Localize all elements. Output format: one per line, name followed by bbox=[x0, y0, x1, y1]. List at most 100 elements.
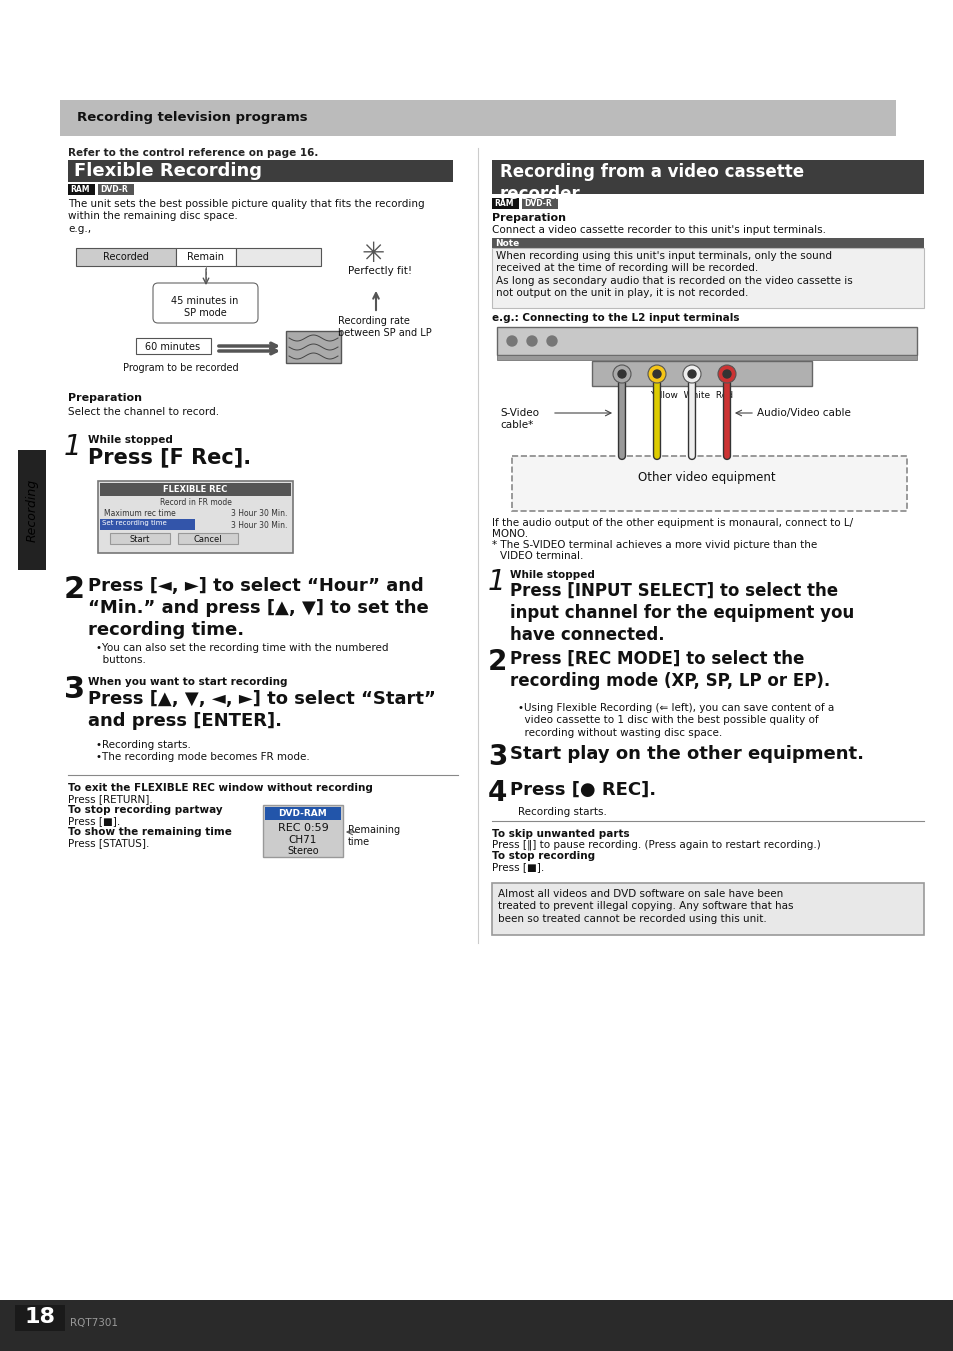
Text: Press [STATUS].: Press [STATUS]. bbox=[68, 838, 150, 848]
Text: Recording rate
between SP and LP: Recording rate between SP and LP bbox=[337, 316, 432, 338]
Bar bbox=[178, 534, 237, 544]
Text: 1: 1 bbox=[488, 567, 505, 596]
Text: REC 0:59: REC 0:59 bbox=[277, 823, 328, 834]
Bar bbox=[136, 338, 211, 354]
Bar bbox=[175, 249, 235, 266]
Text: Refer to the control reference on page 16.: Refer to the control reference on page 1… bbox=[68, 149, 318, 158]
Circle shape bbox=[546, 336, 557, 346]
Text: Preparation: Preparation bbox=[492, 213, 565, 223]
Text: Select the channel to record.: Select the channel to record. bbox=[68, 407, 219, 417]
Bar bbox=[521, 199, 558, 209]
Bar bbox=[492, 249, 923, 308]
Text: * The S-VIDEO terminal achieves a more vivid picture than the: * The S-VIDEO terminal achieves a more v… bbox=[492, 540, 817, 550]
Text: Recorded: Recorded bbox=[103, 253, 149, 262]
Circle shape bbox=[526, 336, 537, 346]
Text: Yellow  White  Red: Yellow White Red bbox=[650, 390, 733, 400]
Bar bbox=[592, 361, 811, 386]
Text: Press [● REC].: Press [● REC]. bbox=[510, 781, 656, 798]
Text: VIDEO terminal.: VIDEO terminal. bbox=[499, 551, 583, 561]
Bar bbox=[492, 238, 923, 249]
Text: RQT7301: RQT7301 bbox=[70, 1319, 118, 1328]
Text: Set recording time: Set recording time bbox=[102, 520, 167, 527]
Bar bbox=[492, 199, 518, 209]
Circle shape bbox=[618, 370, 625, 378]
Bar bbox=[492, 884, 923, 935]
Text: 1: 1 bbox=[64, 434, 82, 461]
Text: 2: 2 bbox=[64, 576, 85, 604]
Text: To skip unwanted parts: To skip unwanted parts bbox=[492, 830, 629, 839]
Text: Press [■].: Press [■]. bbox=[68, 816, 120, 825]
Bar bbox=[263, 805, 343, 857]
Text: DVD-R: DVD-R bbox=[100, 185, 128, 195]
Circle shape bbox=[652, 370, 660, 378]
Text: Recording: Recording bbox=[26, 478, 38, 542]
Text: FLEXIBLE REC: FLEXIBLE REC bbox=[163, 485, 228, 493]
Text: DVD-R: DVD-R bbox=[523, 199, 551, 208]
Text: RAM: RAM bbox=[70, 185, 90, 195]
Text: Maximum rec time: Maximum rec time bbox=[104, 509, 175, 517]
Bar bbox=[497, 327, 916, 355]
Text: Recording starts.: Recording starts. bbox=[517, 807, 606, 817]
Text: Press [F Rec].: Press [F Rec]. bbox=[88, 447, 251, 467]
Bar bbox=[497, 355, 916, 359]
Bar bbox=[492, 159, 923, 195]
Text: Press [RETURN].: Press [RETURN]. bbox=[68, 794, 152, 804]
Text: •Recording starts.
•The recording mode becomes FR mode.: •Recording starts. •The recording mode b… bbox=[96, 740, 310, 762]
Circle shape bbox=[687, 370, 696, 378]
Text: Press [‖] to pause recording. (Press again to restart recording.): Press [‖] to pause recording. (Press aga… bbox=[492, 840, 820, 851]
Text: MONO.: MONO. bbox=[492, 530, 528, 539]
Bar bbox=[98, 481, 293, 553]
Text: •You can also set the recording time with the numbered
  buttons.: •You can also set the recording time wit… bbox=[96, 643, 388, 666]
Circle shape bbox=[647, 365, 665, 382]
Text: Press [■].: Press [■]. bbox=[492, 862, 543, 871]
Text: RAM: RAM bbox=[494, 199, 513, 208]
Bar bbox=[68, 159, 453, 182]
Bar bbox=[76, 249, 175, 266]
Circle shape bbox=[613, 365, 630, 382]
Text: Recording television programs: Recording television programs bbox=[77, 111, 307, 124]
Bar bbox=[0, 1300, 953, 1351]
Circle shape bbox=[506, 336, 517, 346]
Bar bbox=[100, 484, 291, 496]
Text: Stereo: Stereo bbox=[287, 846, 318, 857]
Text: To stop recording: To stop recording bbox=[492, 851, 595, 861]
Bar bbox=[286, 331, 340, 363]
Text: •Using Flexible Recording (⇐ left), you can save content of a
  video cassette t: •Using Flexible Recording (⇐ left), you … bbox=[517, 703, 833, 738]
Text: Recording from a video cassette
recorder: Recording from a video cassette recorder bbox=[499, 163, 803, 203]
Bar bbox=[512, 457, 906, 511]
Bar bbox=[15, 1305, 65, 1331]
Circle shape bbox=[722, 370, 730, 378]
Text: 3: 3 bbox=[488, 743, 507, 771]
Bar bbox=[265, 807, 340, 820]
Text: Press [◄, ►] to select “Hour” and
“Min.” and press [▲, ▼] to set the
recording t: Press [◄, ►] to select “Hour” and “Min.”… bbox=[88, 577, 428, 639]
Text: 3: 3 bbox=[64, 676, 85, 704]
Text: Other video equipment: Other video equipment bbox=[638, 471, 775, 485]
Text: Start play on the other equipment.: Start play on the other equipment. bbox=[510, 744, 863, 763]
Text: Note: Note bbox=[495, 239, 518, 249]
Text: When you want to start recording: When you want to start recording bbox=[88, 677, 287, 688]
Text: Preparation: Preparation bbox=[68, 393, 142, 403]
Text: Connect a video cassette recorder to this unit's input terminals.: Connect a video cassette recorder to thi… bbox=[492, 226, 825, 235]
Bar bbox=[235, 249, 320, 266]
Text: Cancel: Cancel bbox=[193, 535, 222, 543]
Text: 3 Hour 30 Min.: 3 Hour 30 Min. bbox=[231, 520, 287, 530]
Text: Remain: Remain bbox=[188, 253, 224, 262]
Bar bbox=[110, 534, 170, 544]
Bar bbox=[60, 100, 895, 136]
Text: 45 minutes in
SP mode: 45 minutes in SP mode bbox=[172, 296, 238, 319]
Bar bbox=[100, 519, 194, 530]
Text: Press [INPUT SELECT] to select the
input channel for the equipment you
have conn: Press [INPUT SELECT] to select the input… bbox=[510, 582, 853, 644]
Text: 4: 4 bbox=[488, 780, 507, 807]
Text: If the audio output of the other equipment is monaural, connect to L/: If the audio output of the other equipme… bbox=[492, 517, 852, 528]
Text: Start: Start bbox=[130, 535, 150, 543]
Circle shape bbox=[682, 365, 700, 382]
FancyBboxPatch shape bbox=[152, 282, 257, 323]
Text: To show the remaining time: To show the remaining time bbox=[68, 827, 232, 838]
Text: Record in FR mode: Record in FR mode bbox=[159, 499, 232, 507]
Text: 3 Hour 30 Min.: 3 Hour 30 Min. bbox=[231, 509, 287, 517]
Text: To exit the FLEXIBLE REC window without recording: To exit the FLEXIBLE REC window without … bbox=[68, 784, 373, 793]
Text: Press [REC MODE] to select the
recording mode (XP, SP, LP or EP).: Press [REC MODE] to select the recording… bbox=[510, 650, 829, 690]
Text: e.g.: Connecting to the L2 input terminals: e.g.: Connecting to the L2 input termina… bbox=[492, 313, 739, 323]
Text: Perfectly fit!: Perfectly fit! bbox=[348, 266, 412, 276]
Text: ✳: ✳ bbox=[361, 240, 384, 267]
